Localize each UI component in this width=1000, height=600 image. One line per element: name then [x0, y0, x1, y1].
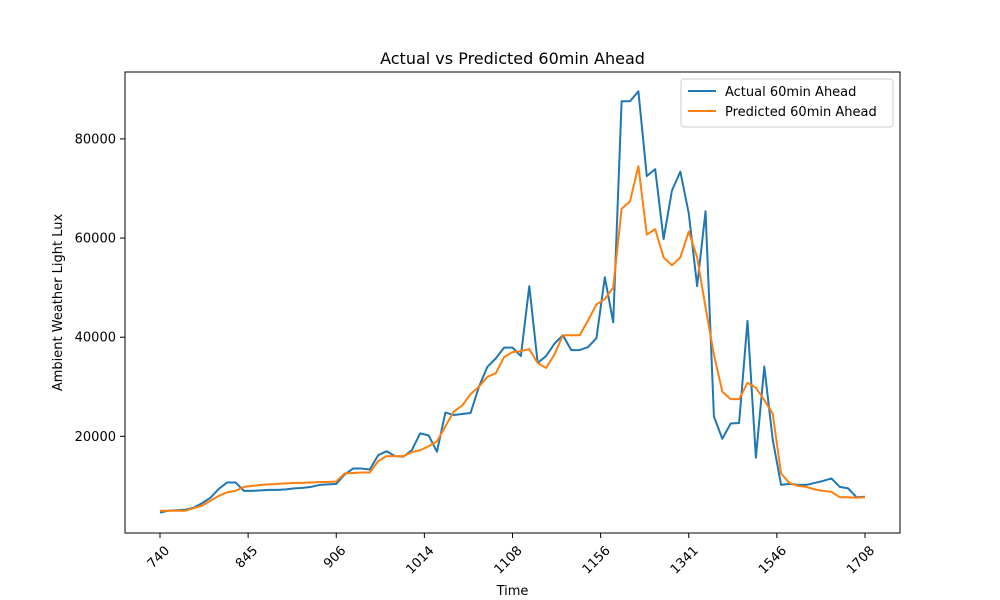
- legend: Actual 60min Ahead Predicted 60min Ahead: [680, 78, 894, 128]
- plot-area: [125, 72, 900, 533]
- legend-box: [680, 78, 894, 128]
- y-tick-label: 20000: [75, 430, 116, 445]
- x-axis-label: Time: [496, 584, 529, 599]
- y-tick-label: 60000: [75, 232, 116, 247]
- y-tick-label: 80000: [75, 132, 116, 147]
- chart-title: Actual vs Predicted 60min Ahead: [380, 49, 645, 68]
- y-tick-label: 40000: [75, 331, 116, 346]
- y-axis-label: Ambient Weather Light Lux: [51, 214, 66, 392]
- series-layer: [159, 90, 866, 514]
- legend-actual-label: Actual 60min Ahead: [725, 85, 856, 100]
- legend-predicted-label: Predicted 60min Ahead: [725, 105, 877, 120]
- predicted-series-line: [160, 165, 866, 512]
- actual-series-line: [159, 90, 866, 514]
- y-axis: 20000 40000 60000 80000: [75, 132, 125, 445]
